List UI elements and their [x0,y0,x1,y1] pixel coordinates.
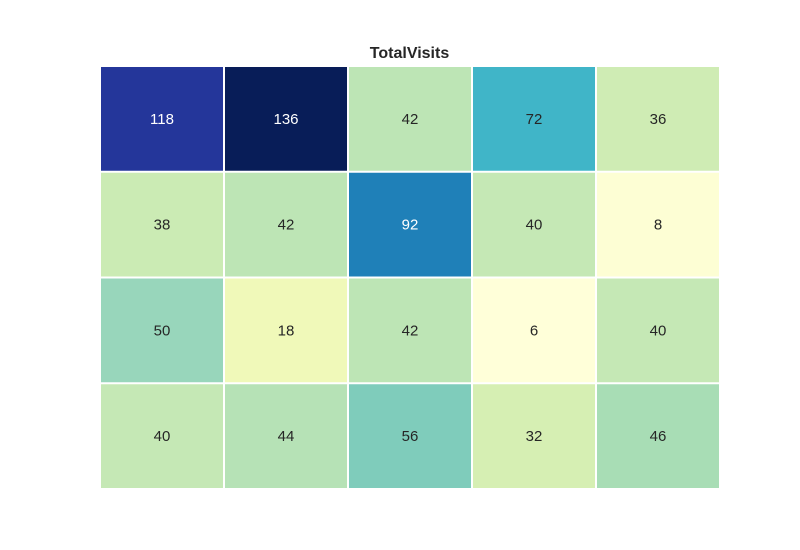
heatmap-cell-label-r1-c3: 40 [526,217,543,234]
heatmap-cell-r3-c3 [473,384,595,488]
heatmap-cell-label-r3-c3: 32 [526,428,543,445]
heatmap-cell-label-r0-c4: 36 [650,111,667,128]
heatmap-cell-r2-c4 [597,278,719,383]
heatmap-cell-r0-c2 [349,67,471,171]
heatmap-cell-label-r0-c1: 136 [273,111,298,128]
heatmap-cell-label-r1-c1: 42 [278,217,295,234]
heatmap-cell-label-r3-c1: 44 [278,428,295,445]
heatmap-cell-r3-c2 [349,384,471,488]
heatmap-cell-label-r0-c0: 118 [150,111,174,128]
heatmap-cell-label-r1-c2: 92 [402,217,419,234]
heatmap-cell-r1-c1 [225,172,347,277]
heatmap-cell-label-r2-c2: 42 [402,322,419,339]
heatmap-cell-r2-c2 [349,278,471,383]
heatmap-cell-label-r1-c4: 8 [654,217,662,234]
heatmap-cell-label-r0-c2: 42 [402,111,419,128]
heatmap-cell-r0-c0 [101,67,223,171]
heatmap-cell-r1-c4 [597,172,719,277]
heatmap-cell-label-r2-c0: 50 [154,322,171,339]
heatmap-cell-label-r2-c4: 40 [650,322,667,339]
heatmap-cell-label-r1-c0: 38 [154,217,171,234]
heatmap-cell-r3-c1 [225,384,347,488]
heatmap-cell-r1-c0 [101,172,223,277]
heatmap-cell-label-r0-c3: 72 [526,111,543,128]
heatmap-cell-r0-c4 [597,67,719,171]
heatmap-cell-label-r2-c3: 6 [530,322,538,339]
heatmap-cell-label-r3-c0: 40 [154,428,171,445]
heatmap-cell-label-r2-c1: 18 [278,322,295,339]
heatmap-cell-r0-c1 [225,67,347,171]
heatmap-cell-label-r3-c4: 46 [650,428,667,445]
heatmap-cell-r1-c2 [349,172,471,277]
heatmap-cell-r3-c0 [101,384,223,488]
heatmap-cell-r2-c0 [101,278,223,383]
heatmap-cells: 118 136 42 72 36 38 42 92 40 8 50 18 42 6 40 40 44 56 32 46 [101,67,719,488]
heatmap-cell-r2-c3 [473,278,595,383]
chart-title: TotalVisits [370,45,450,62]
heatmap-cell-r3-c4 [597,384,719,488]
heatmap-cell-r1-c3 [473,172,595,277]
heatmap-cell-r0-c3 [473,67,595,171]
heatmap-cell-r2-c1 [225,278,347,383]
heatmap-cell-label-r3-c2: 56 [402,428,419,445]
